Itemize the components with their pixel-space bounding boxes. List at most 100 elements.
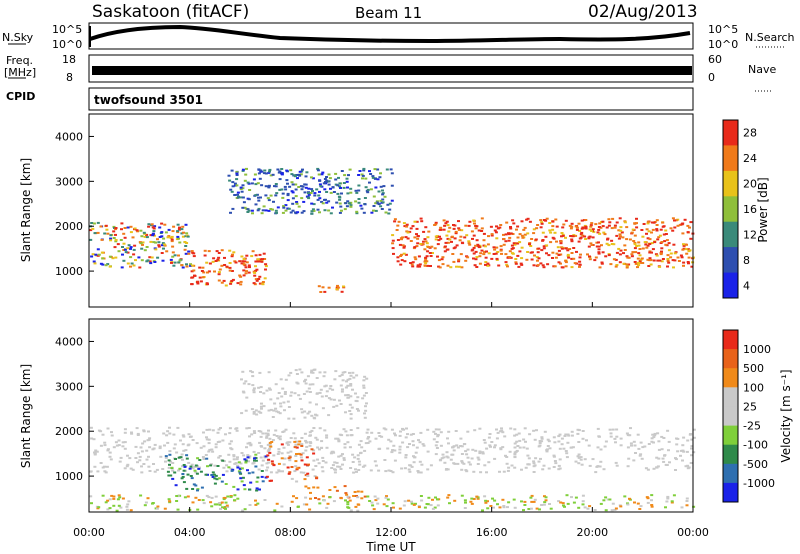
velocity-cell — [200, 486, 204, 489]
velocity-cell — [544, 499, 548, 502]
power-cell — [332, 191, 336, 193]
velocity-cell — [448, 502, 451, 505]
velocity-cell — [419, 471, 423, 474]
velocity-cell — [224, 483, 228, 485]
power-cell — [360, 173, 364, 176]
power-cell — [96, 248, 100, 251]
power-cell — [285, 169, 289, 172]
velocity-cell — [644, 467, 648, 470]
power-cell — [140, 247, 144, 250]
power-cell — [247, 198, 251, 201]
power-cell — [537, 257, 541, 260]
power-cell — [149, 262, 153, 265]
x-tick-label: 08:00 — [274, 526, 306, 539]
velocity-cell — [240, 412, 244, 415]
velocity-cell — [214, 443, 218, 446]
power-cell — [151, 226, 155, 229]
velocity-cell — [207, 438, 211, 441]
velocity-cell — [570, 496, 573, 499]
velocity-cell — [220, 480, 224, 483]
power-cell — [379, 199, 383, 202]
power-cell — [374, 202, 378, 205]
velocity-cell — [354, 468, 357, 471]
velocity-cell — [296, 505, 300, 508]
velocity-cell — [470, 497, 474, 500]
power-cell — [258, 177, 262, 180]
velocity-cell — [351, 388, 354, 391]
velocity-cell — [560, 443, 564, 446]
velocity-cell — [121, 441, 125, 444]
power-cell — [378, 176, 382, 179]
velocity-cell — [297, 394, 301, 397]
power-cell — [575, 250, 578, 253]
velocity-cell — [513, 442, 517, 445]
power-cell — [338, 185, 342, 188]
velocity-cell — [349, 509, 353, 512]
velocity-cell — [171, 477, 175, 480]
velocity-cell — [303, 410, 307, 413]
velocity-cell — [512, 498, 516, 501]
power-cell — [343, 174, 347, 177]
velocity-cell — [279, 378, 283, 381]
power-cell — [625, 266, 629, 269]
velocity-cell — [303, 432, 307, 435]
velocity-cell — [287, 457, 291, 460]
velocity-cell — [483, 464, 487, 467]
velocity-cell — [254, 409, 258, 412]
velocity-cell — [394, 434, 397, 437]
power-cell — [559, 253, 563, 256]
power-cell — [647, 265, 651, 267]
velocity-cell — [272, 464, 276, 467]
velocity-cell — [348, 403, 352, 406]
power-cell — [405, 225, 409, 228]
power-cell — [446, 224, 450, 227]
velocity-cell — [264, 455, 268, 458]
power-cell — [205, 261, 209, 264]
power-cell — [542, 219, 546, 221]
power-cell — [185, 232, 189, 235]
power-cell — [135, 229, 139, 232]
velocity-cell — [274, 383, 278, 386]
velocity-cell — [92, 438, 96, 441]
power-cell — [393, 218, 397, 221]
velocity-cell — [523, 427, 527, 430]
velocity-cell — [341, 371, 345, 374]
velocity-cell — [130, 431, 133, 434]
power-cell — [192, 255, 196, 258]
velocity-cell — [168, 432, 172, 435]
velocity-cell — [420, 463, 424, 466]
velocity-cell — [204, 454, 208, 456]
power-cell — [579, 236, 583, 239]
power-cell — [239, 280, 243, 283]
velocity-cell — [248, 488, 252, 491]
velocity-cell — [140, 471, 144, 474]
power-cell — [171, 245, 175, 248]
velocity-cell — [305, 445, 309, 448]
velocity-cell — [269, 398, 273, 401]
power-cell — [296, 211, 300, 214]
power-cell — [519, 262, 523, 265]
velocity-cell — [321, 456, 325, 459]
power-cell — [381, 193, 385, 196]
power-cell — [360, 207, 364, 210]
power-cell — [685, 252, 689, 255]
velocity-cell — [344, 499, 347, 502]
velocity-cell — [99, 462, 103, 464]
velocity-cell — [295, 480, 299, 483]
power-cell — [257, 172, 261, 175]
velocity-cell — [371, 504, 375, 507]
power-cell — [220, 249, 224, 252]
power-cell — [540, 221, 544, 224]
power-cell — [685, 243, 688, 246]
velocity-cell — [251, 471, 255, 474]
power-cell — [402, 252, 406, 255]
power-cell — [379, 185, 383, 188]
power-cell — [423, 238, 427, 241]
velocity-cell — [686, 464, 690, 467]
velocity-cell — [495, 437, 499, 440]
velocity-cell — [302, 471, 306, 474]
velocity-cell — [152, 463, 155, 465]
velocity-cell — [168, 450, 172, 453]
velocity-cell — [354, 392, 357, 395]
power-cell — [126, 247, 130, 250]
